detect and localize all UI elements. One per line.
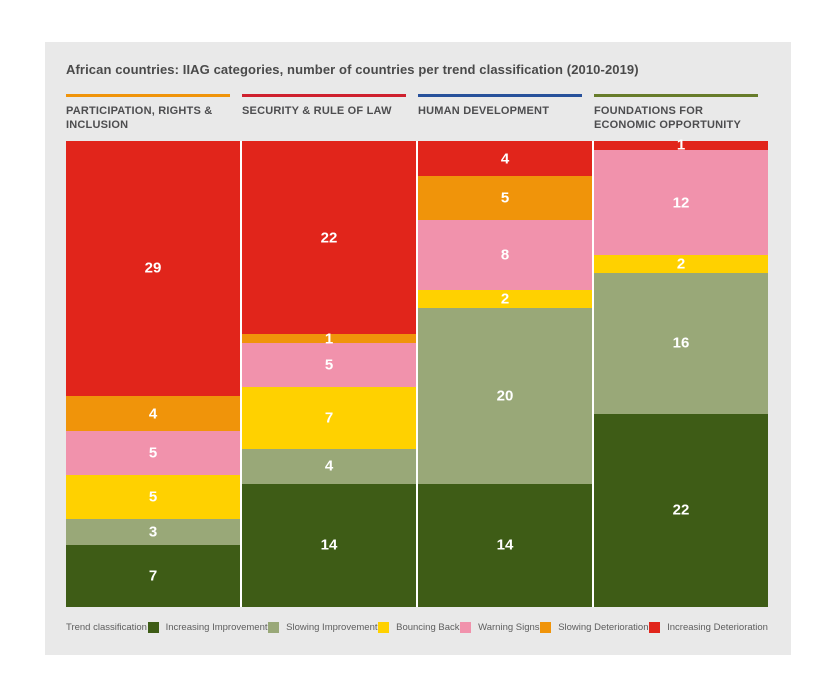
segment-value-label: 2 [500, 290, 510, 308]
category-underline [418, 94, 582, 97]
bar-segment: 22 [594, 413, 768, 607]
segment-value-label: 16 [672, 334, 690, 352]
bar-column: 4 5 8 2 20 14 [418, 141, 592, 607]
segment-value-label: 29 [144, 259, 162, 277]
segment-value-label: 1 [676, 136, 686, 154]
category-underline [242, 94, 406, 97]
segment-value-label: 14 [496, 536, 514, 554]
category-header-label: FOUNDATIONS FOR ECONOMIC OPPORTUNITY [594, 105, 742, 132]
bar-column: 1 12 2 16 22 [594, 136, 768, 607]
legend-swatch [460, 622, 472, 633]
segment-value-label: 20 [496, 387, 514, 405]
bar-column: 22 1 5 7 4 14 [242, 141, 416, 607]
segment-value-label: 22 [320, 229, 338, 247]
category-header: FOUNDATIONS FOR ECONOMIC OPPORTUNITY [594, 94, 768, 133]
segment-value-label: 5 [148, 488, 158, 506]
legend-swatch [378, 622, 390, 633]
bar-segment: 8 [418, 220, 592, 291]
bar-segment: 5 [242, 343, 416, 388]
legend-item: Warning Signs [460, 622, 540, 633]
legend-item-label: Increasing Improvement [165, 622, 268, 633]
category-header: PARTICIPATION, RIGHTS & INCLUSION [66, 94, 240, 133]
bar-segment: 2 [418, 290, 592, 309]
bar-segment: 5 [418, 176, 592, 221]
chart-card: African countries: IIAG categories, numb… [45, 42, 791, 655]
legend-item: Increasing Deterioration [649, 622, 768, 633]
segment-value-label: 4 [148, 405, 158, 423]
bar-segment: 22 [242, 141, 416, 335]
bar-segment: 3 [66, 519, 240, 546]
category-header: SECURITY & RULE OF LAW [242, 94, 416, 133]
segment-value-label: 1 [324, 330, 334, 348]
bar-segment: 16 [594, 272, 768, 414]
category-header: HUMAN DEVELOPMENT [418, 94, 592, 133]
category-headers: PARTICIPATION, RIGHTS & INCLUSION SECURIT… [66, 94, 768, 133]
bar-segment: 14 [242, 483, 416, 607]
legend-item: Slowing Improvement [268, 622, 378, 633]
segment-value-label: 22 [672, 501, 690, 519]
legend-swatch [268, 622, 280, 633]
category-header-label: PARTICIPATION, RIGHTS & INCLUSION [66, 105, 213, 132]
legend-item: Slowing Deterioration [540, 622, 648, 633]
bar-segment: 20 [418, 308, 592, 484]
segment-value-label: 5 [148, 444, 158, 462]
bar-segment: 1 [594, 136, 768, 154]
category-underline [66, 94, 230, 97]
bar-segment: 4 [242, 448, 416, 484]
bar-segment: 5 [66, 475, 240, 520]
legend-item-label: Increasing Deterioration [667, 622, 768, 633]
legend-swatch [540, 622, 552, 633]
legend-swatch [147, 622, 159, 633]
segment-value-label: 4 [500, 150, 510, 168]
segment-value-label: 3 [148, 523, 158, 541]
legend-item-label: Bouncing Back [396, 622, 460, 633]
legend-item-label: Slowing Deterioration [558, 622, 649, 633]
bar-segment: 14 [418, 483, 592, 607]
bar-segment: 12 [594, 149, 768, 256]
bar-segment: 7 [66, 545, 240, 607]
category-header-label: SECURITY & RULE OF LAW [242, 105, 392, 117]
legend-swatch [649, 622, 661, 633]
bar-segment: 7 [242, 387, 416, 449]
legend-item: Increasing Improvement [147, 622, 268, 633]
segment-value-label: 14 [320, 536, 338, 554]
segment-value-label: 5 [500, 189, 510, 207]
legend-item-label: Slowing Improvement [286, 622, 378, 633]
bar-segment: 2 [594, 255, 768, 273]
bar-segment: 4 [66, 395, 240, 432]
bar-column: 29 4 5 5 3 7 [66, 141, 240, 607]
bar-segment: 5 [66, 431, 240, 476]
segment-value-label: 7 [324, 409, 334, 427]
stacked-bar-chart: 29 4 5 5 3 7 22 1 5 7 4 14 4 5 8 2 20 14 1 12 2 16 22 [66, 136, 768, 607]
category-header-label: HUMAN DEVELOPMENT [418, 105, 550, 117]
bar-segment: 4 [418, 141, 592, 177]
segment-value-label: 5 [324, 356, 334, 374]
segment-value-label: 7 [148, 567, 158, 585]
legend-item-label: Warning Signs [478, 622, 540, 633]
legend-title: Trend classification [66, 622, 147, 633]
segment-value-label: 8 [500, 246, 510, 264]
chart-title: African countries: IIAG categories, numb… [66, 62, 639, 77]
bar-segment: 1 [242, 330, 416, 348]
legend-item: Bouncing Back [378, 622, 460, 633]
segment-value-label: 4 [324, 457, 334, 475]
category-underline [594, 94, 758, 97]
segment-value-label: 12 [672, 194, 690, 212]
segment-value-label: 2 [676, 255, 686, 273]
legend: Trend classification Increasing Improvem… [66, 622, 768, 633]
bar-segment: 29 [66, 141, 240, 396]
